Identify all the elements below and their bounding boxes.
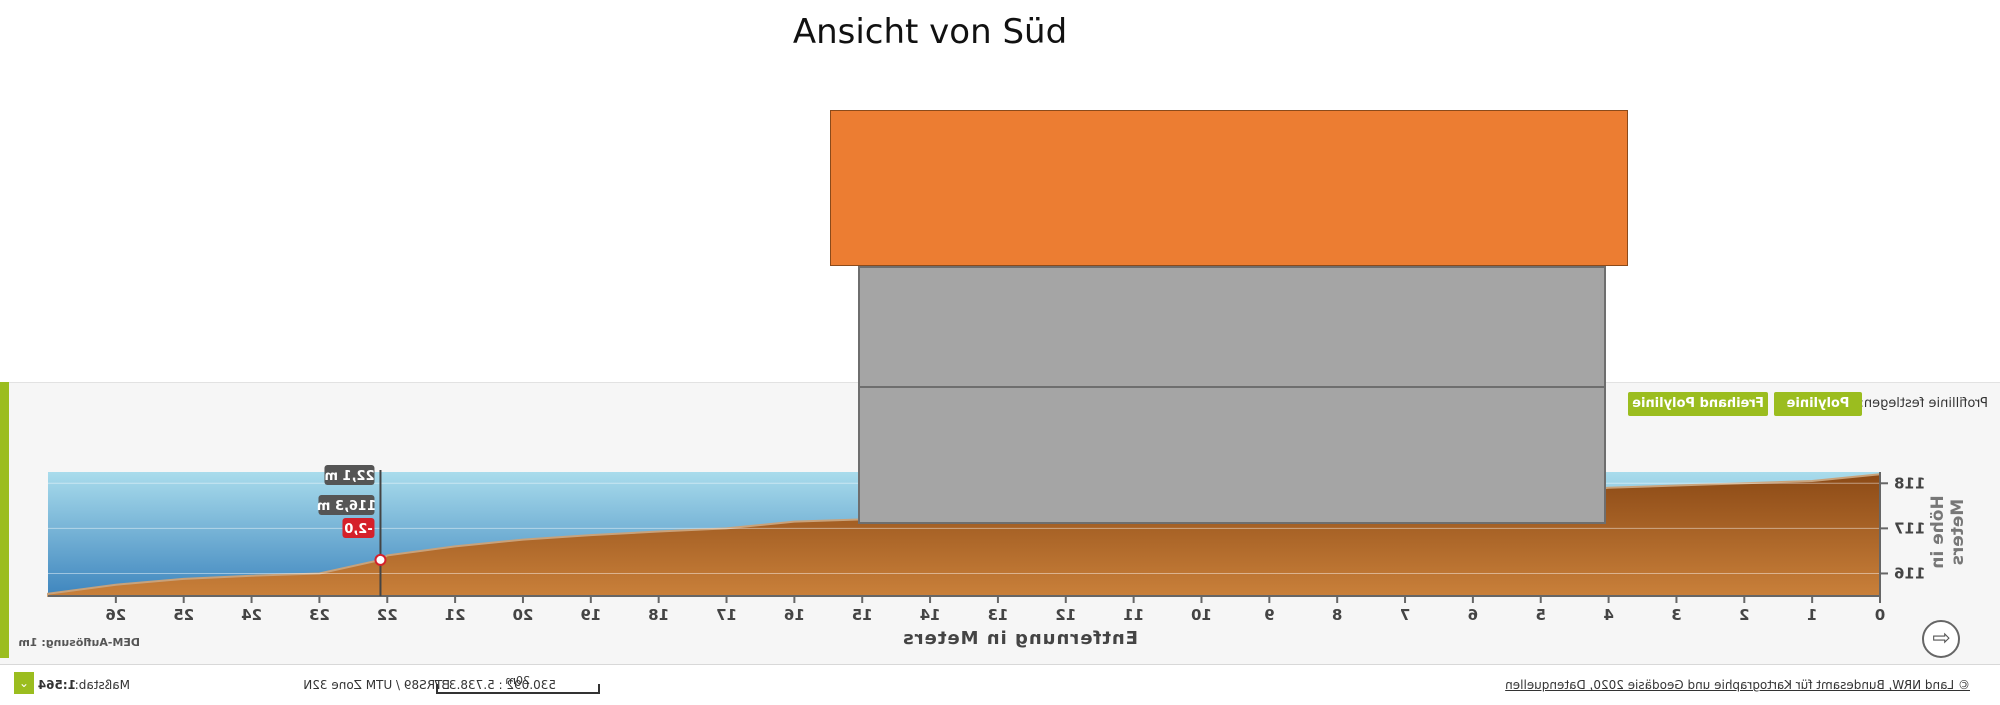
x-axis-label: Entfernung in Meters xyxy=(902,628,1138,649)
y-tick-label: 117 xyxy=(1894,519,1925,537)
x-tick-label: 24 xyxy=(241,606,262,624)
panel-accent-bar xyxy=(0,382,9,658)
x-tick-label: 25 xyxy=(173,606,194,624)
x-tick-label: 0 xyxy=(1875,606,1885,624)
marker-distance-callout: 22,1 m xyxy=(324,465,375,485)
dem-resolution: DEM-Auflösung: 1m xyxy=(18,636,140,649)
view-title: Ansicht von Süd xyxy=(792,12,1068,52)
x-tick-label: 15 xyxy=(852,606,873,624)
x-tick-label: 7 xyxy=(1400,606,1410,624)
marker-delta-callout-text: -2,0 xyxy=(344,522,372,537)
marker-delta-callout-box xyxy=(342,518,375,538)
x-tick-label: 4 xyxy=(1603,606,1613,624)
x-tick-label: 12 xyxy=(1055,606,1076,624)
back-arrow-button[interactable]: ⇦ xyxy=(1922,620,1960,658)
coordinate-system: ETRS89 / UTM Zone 32N xyxy=(303,678,450,692)
x-tick-label: 20 xyxy=(513,606,534,624)
x-tick-label: 8 xyxy=(1332,606,1342,624)
x-tick-label: 10 xyxy=(1191,606,1212,624)
x-tick-label: 19 xyxy=(580,606,601,624)
y-axis-label: Höhe in Meters xyxy=(1928,495,1968,569)
scale-value: 1:564 xyxy=(37,678,76,692)
x-tick-label: 3 xyxy=(1671,606,1681,624)
marker-height-callout-box xyxy=(318,495,375,515)
x-tick-label: 14 xyxy=(920,606,941,624)
x-tick-label: 9 xyxy=(1264,606,1274,624)
copyright-credit-link[interactable]: © Land NRW, Bundesamt für Kartographie u… xyxy=(1505,678,1970,692)
scale-bar-label: 20m xyxy=(505,674,530,687)
marker-distance-callout-box xyxy=(324,465,375,485)
building-roof xyxy=(830,110,1628,266)
x-tick-label: 17 xyxy=(716,606,737,624)
x-tick-label: 26 xyxy=(105,606,126,624)
x-tick-label: 18 xyxy=(648,606,669,624)
x-tick-label: 16 xyxy=(784,606,805,624)
y-axis-ticks: 116 117 118 xyxy=(1880,474,1925,582)
x-tick-label: 1 xyxy=(1807,606,1817,624)
y-tick-label: 116 xyxy=(1894,564,1925,582)
marker-height-callout-text: 116,3 m xyxy=(317,499,376,514)
scale-label: Maßstab: xyxy=(74,678,130,692)
marker-delta-callout: -2,0 xyxy=(342,518,375,538)
arrow-left-icon: ⇦ xyxy=(1931,626,1951,651)
x-tick-label: 2 xyxy=(1739,606,1749,624)
x-tick-label: 6 xyxy=(1468,606,1478,624)
scale-dropdown-button[interactable]: ⌄ xyxy=(14,672,34,694)
x-axis-ticks: 0123456789101112131415161718192021222324… xyxy=(105,596,1885,624)
x-tick-label: 11 xyxy=(1123,606,1144,624)
x-tick-label: 22 xyxy=(377,606,398,624)
y-tick-label: 118 xyxy=(1894,474,1925,492)
x-tick-label: 5 xyxy=(1536,606,1546,624)
marker-height-callout: 116,3 m xyxy=(317,495,376,515)
x-tick-label: 23 xyxy=(309,606,330,624)
building-ground-floor xyxy=(858,386,1606,524)
profile-marker: 22,1 m 116,3 m -2,0 xyxy=(317,465,387,596)
building-upper-floor xyxy=(858,266,1606,388)
x-tick-label: 13 xyxy=(987,606,1008,624)
marker-distance-callout-text: 22,1 m xyxy=(324,469,374,484)
x-tick-label: 21 xyxy=(445,606,466,624)
marker-point xyxy=(374,553,387,566)
